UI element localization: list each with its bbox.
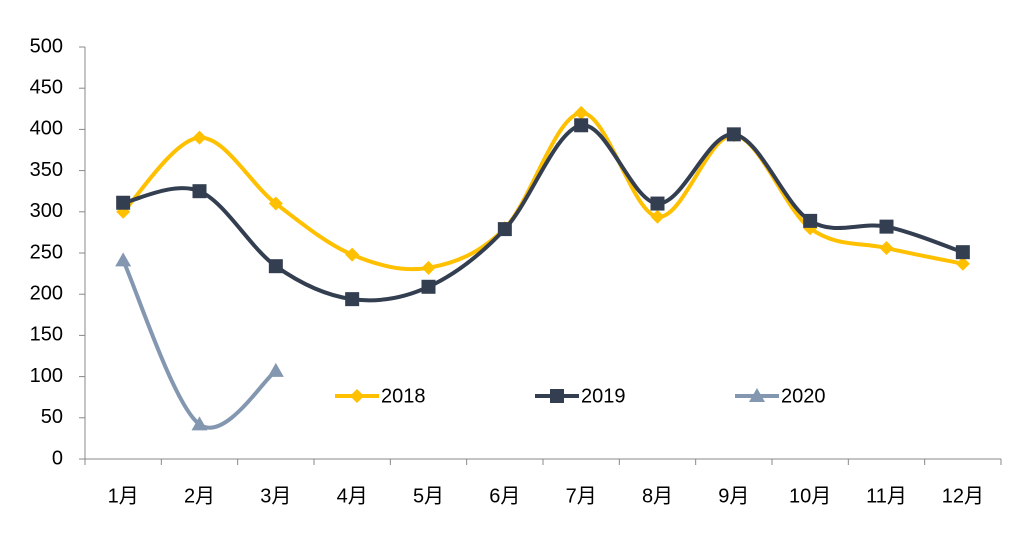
data-point xyxy=(191,416,208,431)
data-point xyxy=(421,279,436,294)
legend-marker xyxy=(749,388,765,402)
legend-label: 2018 xyxy=(381,385,426,407)
x-tick-label: 3月 xyxy=(260,485,291,507)
x-tick-label: 5月 xyxy=(413,485,444,507)
data-point xyxy=(803,213,818,228)
x-tick-label: 9月 xyxy=(718,485,749,507)
data-point xyxy=(268,196,283,211)
legend-marker xyxy=(550,389,564,403)
data-point xyxy=(345,292,360,307)
data-point xyxy=(726,127,741,142)
legend-label: 2020 xyxy=(781,385,826,407)
legend-label: 2019 xyxy=(581,385,626,407)
series-line xyxy=(121,110,964,272)
data-point xyxy=(650,209,665,224)
y-tick-label: 300 xyxy=(30,200,63,222)
y-tick-label: 450 xyxy=(30,76,63,98)
data-point xyxy=(879,219,894,234)
data-point xyxy=(116,195,131,210)
y-tick-label: 400 xyxy=(30,118,63,140)
x-tick-label: 2月 xyxy=(184,485,215,507)
data-point xyxy=(192,184,207,199)
data-point xyxy=(421,260,436,275)
y-tick-label: 150 xyxy=(30,324,63,346)
y-tick-label: 250 xyxy=(30,241,63,263)
y-tick-label: 350 xyxy=(30,159,63,181)
x-tick-label: 4月 xyxy=(337,485,368,507)
series-line xyxy=(122,123,964,303)
data-point xyxy=(650,196,665,211)
data-point xyxy=(879,241,894,256)
data-point xyxy=(115,252,132,267)
y-tick-label: 50 xyxy=(41,406,63,428)
data-point xyxy=(267,362,284,377)
data-point xyxy=(574,118,589,133)
x-tick-label: 7月 xyxy=(566,485,597,507)
x-tick-label: 8月 xyxy=(642,485,673,507)
y-tick-label: 200 xyxy=(30,282,63,304)
legend-marker xyxy=(350,389,364,403)
data-point xyxy=(497,222,512,237)
x-tick-label: 11月 xyxy=(866,485,907,507)
data-point xyxy=(345,247,360,262)
x-tick-label: 6月 xyxy=(489,485,520,507)
data-point xyxy=(574,105,589,120)
y-tick-label: 0 xyxy=(52,447,63,469)
series-line xyxy=(121,259,278,430)
data-point xyxy=(955,245,970,260)
data-point xyxy=(192,130,207,145)
y-tick-label: 500 xyxy=(30,35,63,57)
x-tick-label: 10月 xyxy=(789,485,831,507)
x-tick-label: 1月 xyxy=(108,485,139,507)
data-point xyxy=(955,256,970,271)
y-tick-label: 100 xyxy=(30,365,63,387)
data-point xyxy=(268,259,283,274)
x-tick-label: 12月 xyxy=(942,485,984,507)
